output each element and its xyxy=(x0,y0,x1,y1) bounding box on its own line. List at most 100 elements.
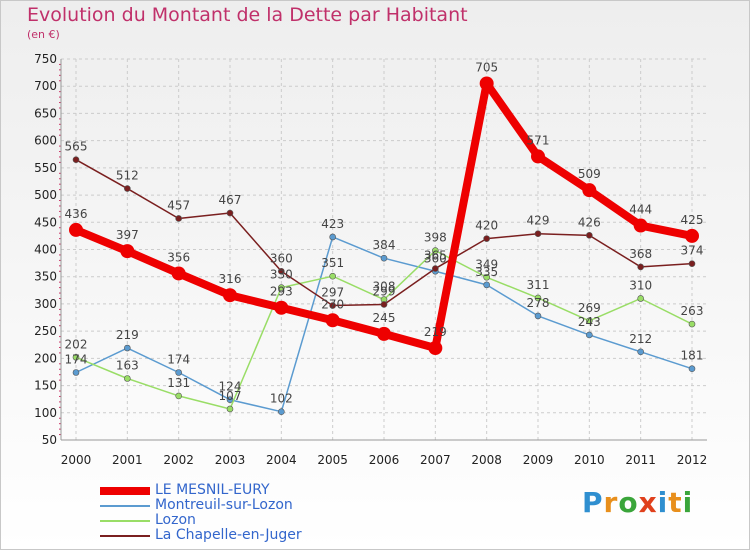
series-2-label: 263 xyxy=(681,304,704,318)
series-0-label: 425 xyxy=(681,213,704,227)
series-0-point xyxy=(325,313,340,328)
series-0-label: 245 xyxy=(373,311,396,325)
x-tick-label: 2012 xyxy=(677,453,708,467)
series-2-point xyxy=(226,405,234,413)
y-tick-label: 400 xyxy=(34,243,57,257)
series-2-point xyxy=(124,375,131,382)
series-3-label: 368 xyxy=(629,247,652,261)
series-3-point xyxy=(226,209,234,217)
series-1-label: 124 xyxy=(219,380,242,394)
series-1-point xyxy=(637,348,644,356)
series-3-point xyxy=(688,260,696,267)
series-3-label: 512 xyxy=(116,169,139,183)
series-3-point xyxy=(329,302,336,309)
series-2-label: 351 xyxy=(321,256,344,270)
legend-swatch xyxy=(100,520,150,522)
series-1-label: 243 xyxy=(578,315,601,329)
series-3-label: 365 xyxy=(424,249,447,263)
series-3-label: 374 xyxy=(681,244,704,258)
series-0-label: 316 xyxy=(219,272,242,286)
series-1-point xyxy=(688,365,696,372)
series-2-point xyxy=(329,272,336,280)
x-tick-label: 2001 xyxy=(112,453,143,467)
series-3-label: 420 xyxy=(475,219,498,233)
y-tick-label: 300 xyxy=(34,297,57,311)
logo-letter: i xyxy=(682,486,694,519)
series-2-point xyxy=(483,273,490,281)
y-tick-label: 700 xyxy=(34,79,57,93)
series-1-point xyxy=(278,408,285,415)
x-tick-label: 2011 xyxy=(625,453,656,467)
series-1-label: 174 xyxy=(167,353,190,367)
series-0-point xyxy=(274,300,289,315)
series-3-point xyxy=(175,215,182,222)
series-2-label: 349 xyxy=(475,257,498,271)
series-1-point xyxy=(72,369,80,376)
legend-label: Montreuil-sur-Lozon xyxy=(155,497,293,513)
series-2-label: 308 xyxy=(373,280,396,294)
series-3-label: 565 xyxy=(65,140,88,154)
series-0-label: 509 xyxy=(578,167,601,181)
series-0-label: 571 xyxy=(527,133,550,147)
series-3-label: 360 xyxy=(270,251,293,265)
legend-swatch xyxy=(100,505,150,507)
x-tick-label: 2008 xyxy=(471,453,502,467)
series-0-point xyxy=(531,149,545,164)
logo-letter: t xyxy=(668,486,683,519)
y-tick-label: 350 xyxy=(34,270,57,284)
series-0-label: 436 xyxy=(65,207,88,221)
y-tick-label: 550 xyxy=(34,161,57,175)
y-tick-label: 450 xyxy=(34,215,57,229)
x-tick-label: 2005 xyxy=(317,453,348,467)
series-3-point xyxy=(72,156,80,163)
series-2-label: 310 xyxy=(629,278,652,292)
logo-letter: r xyxy=(603,486,619,519)
legend-swatch xyxy=(100,535,150,537)
series-3-label: 457 xyxy=(167,198,190,212)
series-0-label: 705 xyxy=(475,60,498,74)
series-0-label: 356 xyxy=(167,250,190,264)
series-0-point xyxy=(223,288,237,303)
series-2-point xyxy=(278,284,285,291)
legend-item: LE MESNIL-EURY xyxy=(100,482,400,498)
series-3-label: 426 xyxy=(578,215,601,229)
series-2-label: 330 xyxy=(270,268,293,282)
line-chart: 50 100 150 200 250 300 350 400 450 500 550 600 650 70… xyxy=(34,52,708,467)
series-3-point xyxy=(483,235,490,242)
data-labels: 436 397 356 316 293 270 245 219 705 571 509 444 425 1… xyxy=(65,60,704,405)
series-2-point xyxy=(586,317,593,325)
chart-title: Evolution du Montant de la Dette par Hab… xyxy=(27,4,468,26)
y-tick-label: 250 xyxy=(34,324,57,338)
series-0-label: 270 xyxy=(321,297,344,311)
legend-label: LE MESNIL-EURY xyxy=(155,482,270,498)
series-0-point xyxy=(582,183,597,198)
series-0-point xyxy=(171,266,186,281)
series-2-point xyxy=(175,392,182,400)
x-tick-label: 2002 xyxy=(163,453,194,467)
series-1-point xyxy=(124,344,131,352)
series-2-point xyxy=(534,294,542,302)
x-tick-label: 2003 xyxy=(215,453,246,467)
legend-label: Lozon xyxy=(155,512,196,528)
series-3-point xyxy=(124,185,131,192)
legend-item: Montreuil-sur-Lozon xyxy=(100,497,400,513)
series-2-label: 202 xyxy=(65,337,88,351)
series-3-label: 297 xyxy=(321,286,344,300)
series-0-point xyxy=(69,222,83,237)
series-1-label: 360 xyxy=(424,251,447,265)
y-tick-label: 650 xyxy=(34,106,57,120)
y-tick-label: 150 xyxy=(34,379,57,393)
series-3-point xyxy=(432,265,439,272)
series-1-point xyxy=(586,331,593,339)
series-2-label: 269 xyxy=(578,301,601,315)
series-1-label: 181 xyxy=(681,349,704,363)
y-tick-label: 50 xyxy=(42,433,57,447)
series-2-point xyxy=(637,295,644,302)
series-2-label: 163 xyxy=(116,358,139,372)
series-0-label: 293 xyxy=(270,285,293,299)
series-1-label: 174 xyxy=(65,353,88,367)
x-tick-label: 2010 xyxy=(574,453,605,467)
series-0-point xyxy=(428,341,443,356)
logo-letter: P xyxy=(582,486,604,519)
